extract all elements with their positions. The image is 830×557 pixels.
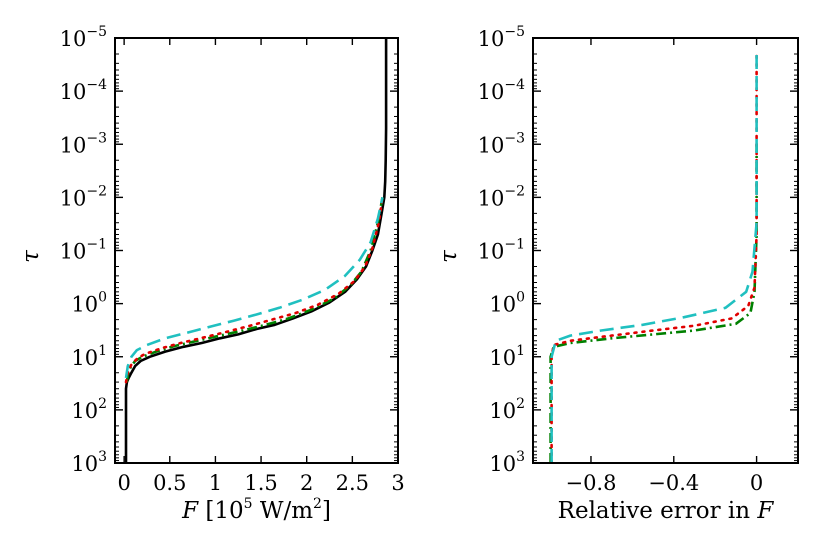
series-group <box>124 38 388 463</box>
right-panel: −0.8 −0.4 0 10−5 10−4 10−3 10−2 10−1 100 101 102 10… <box>436 24 799 524</box>
y-tick-label: 103 <box>71 449 107 476</box>
y-tick-label: 10−2 <box>60 183 107 210</box>
y-tick-label: 10−1 <box>60 237 107 264</box>
y-tick-label: 10−1 <box>478 237 525 264</box>
y-axis-label: τ <box>436 249 462 263</box>
x-tick-label: 0 <box>750 471 763 495</box>
left-panel: 0 0.5 1 1.5 2 2.5 3 10−5 10−4 10−3 10−2 10−1 100 101 1… <box>18 24 405 524</box>
series-red-dotted <box>124 196 384 384</box>
y-tick-label: 10−5 <box>60 24 107 51</box>
axes-frame <box>532 37 799 464</box>
y-tick-label: 10−4 <box>478 77 525 104</box>
x-tick-label: 1.5 <box>244 471 277 495</box>
x-tick-label: −0.8 <box>565 471 616 495</box>
y-tick-label: 10−3 <box>60 130 107 157</box>
x-tick-label: 3 <box>391 471 404 495</box>
x-axis-label: Relative error in F <box>558 498 775 524</box>
y-tick-label: 100 <box>489 290 525 317</box>
y-tick-label: 10−4 <box>60 77 107 104</box>
x-axis-label: F [105 W/m2] <box>181 496 331 524</box>
x-tick-label: −0.4 <box>648 471 699 495</box>
series-green-dashdot <box>549 144 758 463</box>
y-tick-label: 10−2 <box>478 183 525 210</box>
x-tick-label: 2.5 <box>336 471 369 495</box>
series-cyan-dashed <box>124 197 384 379</box>
y-tick-label: 101 <box>489 343 525 370</box>
series-green-dashdot <box>125 197 384 383</box>
y-tick-label: 10−3 <box>478 130 525 157</box>
y-axis-label: τ <box>18 249 44 263</box>
axes-frame <box>114 37 399 464</box>
y-tick-label: 103 <box>489 449 525 476</box>
y-tick-label: 100 <box>71 290 107 317</box>
y-tick-label: 10−5 <box>478 24 525 51</box>
series-group <box>549 52 758 463</box>
series-red-dotted <box>550 52 758 463</box>
x-tick-label: 0 <box>117 471 130 495</box>
series-black-solid <box>124 38 388 463</box>
y-tick-label: 102 <box>489 396 525 423</box>
y-tick-label: 102 <box>71 396 107 423</box>
x-tick-label: 1 <box>209 471 222 495</box>
y-tick-label: 101 <box>71 343 107 370</box>
x-tick-label: 0.5 <box>153 471 186 495</box>
series-cyan-dashed <box>550 54 758 463</box>
x-tick-label: 2 <box>300 471 313 495</box>
